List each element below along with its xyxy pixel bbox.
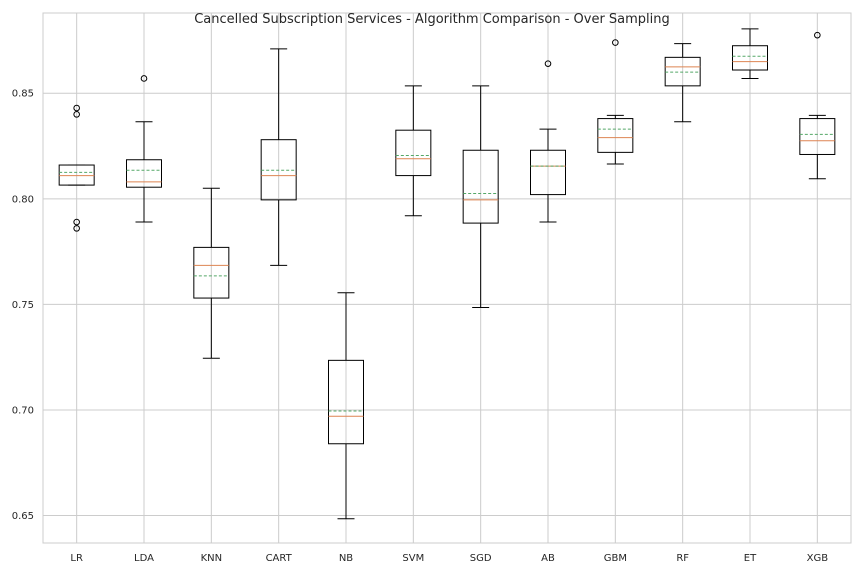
- outlier-point: [73, 111, 80, 118]
- y-tick-label: 0.85: [12, 89, 34, 100]
- x-tick-label-lda: LDA: [134, 553, 154, 564]
- iqr-box: [126, 159, 162, 188]
- x-tick-label-sgd: SGD: [470, 553, 492, 564]
- box-gbm: [597, 39, 634, 165]
- x-tick-label-rf: RF: [676, 553, 689, 564]
- box-et: [732, 28, 768, 79]
- box-lda: [126, 75, 162, 223]
- box-knn: [193, 187, 230, 359]
- outlier-point: [73, 104, 80, 112]
- box-lr: [58, 104, 95, 232]
- iqr-box: [260, 139, 297, 201]
- x-tick-label-lr: LR: [70, 553, 83, 564]
- iqr-box: [597, 118, 634, 153]
- y-tick-label: 0.70: [12, 405, 34, 416]
- box-nb: [328, 292, 364, 520]
- box-svm: [395, 85, 432, 217]
- outlier-point: [544, 60, 552, 67]
- x-tick-label-et: ET: [744, 553, 757, 564]
- outlier-point: [814, 31, 821, 39]
- iqr-box: [664, 56, 701, 87]
- outlier-point: [140, 75, 148, 82]
- iqr-box: [193, 246, 230, 299]
- x-tick-label-xgb: XGB: [807, 553, 829, 564]
- iqr-box: [732, 45, 768, 71]
- box-ab: [530, 60, 566, 223]
- y-tick-label: 0.80: [12, 194, 34, 205]
- x-tick-label-nb: NB: [339, 553, 353, 564]
- outlier-point: [73, 225, 80, 232]
- iqr-box: [799, 118, 836, 155]
- box-cart: [260, 48, 297, 266]
- box-xgb: [799, 31, 836, 180]
- chart-title: Cancelled Subscription Services - Algori…: [194, 12, 670, 27]
- outlier-point: [612, 39, 619, 46]
- x-tick-label-cart: CART: [266, 553, 293, 564]
- x-tick-label-ab: AB: [541, 553, 555, 564]
- iqr-box: [58, 164, 95, 186]
- iqr-box: [530, 149, 566, 196]
- y-tick-label: 0.65: [12, 511, 34, 522]
- box-sgd: [462, 85, 499, 309]
- x-tick-labels: LR LDA KNN CART NB SVM SGD AB GBM RF ET XGB: [70, 553, 828, 564]
- y-tick-labels: 0.65 0.70 0.75 0.80 0.85: [12, 89, 34, 522]
- axes-frame: [42, 12, 852, 544]
- x-tick-label-knn: KNN: [201, 553, 223, 564]
- iqr-box: [395, 129, 432, 177]
- boxes-layer: [58, 28, 836, 520]
- x-tick-label-gbm: GBM: [604, 553, 627, 564]
- box-rf: [664, 43, 701, 123]
- outlier-point: [73, 218, 80, 226]
- iqr-box: [462, 149, 499, 224]
- iqr-box: [328, 359, 364, 445]
- x-tick-label-svm: SVM: [402, 553, 424, 564]
- y-tick-label: 0.75: [12, 300, 34, 311]
